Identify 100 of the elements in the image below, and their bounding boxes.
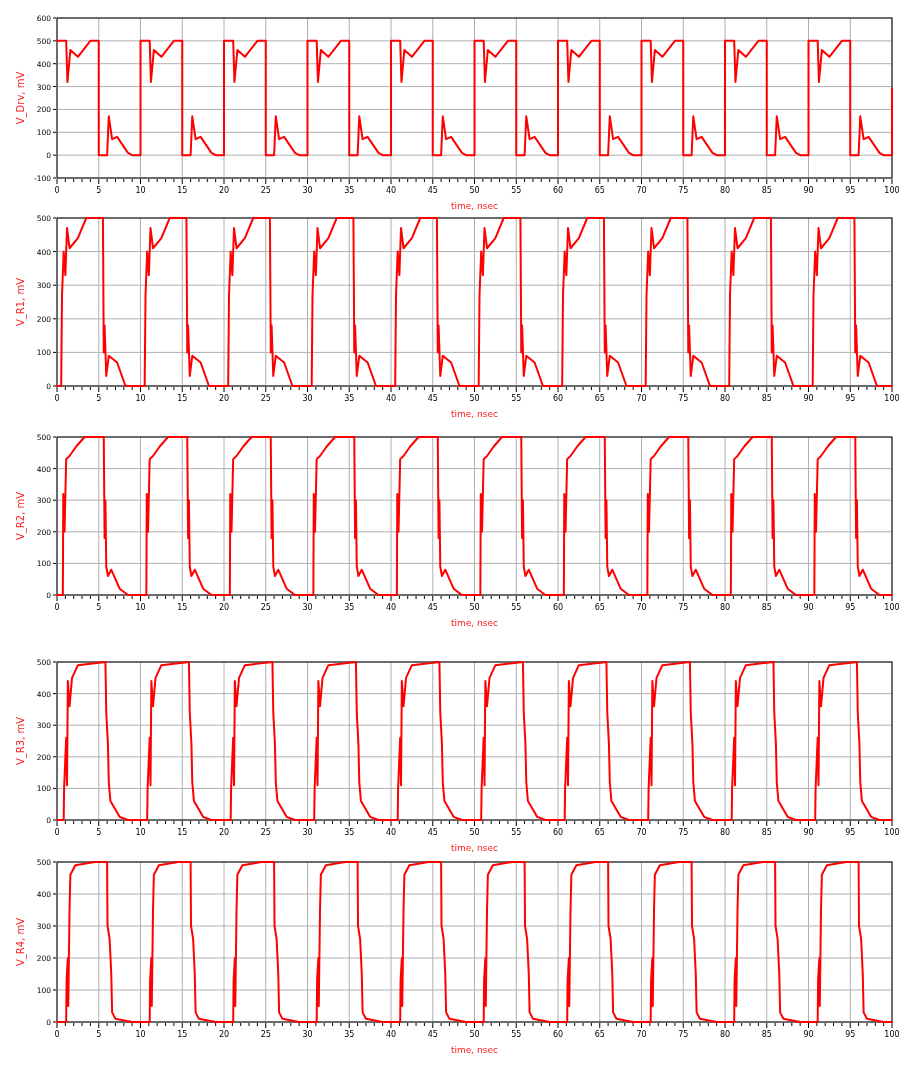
x-tick-label: 5 — [96, 603, 102, 612]
x-tick-label: 65 — [594, 186, 605, 195]
x-axis-title: time, nsec — [451, 201, 499, 211]
x-tick-label: 20 — [218, 394, 230, 403]
x-tick-label: 30 — [302, 603, 313, 612]
x-tick-label: 20 — [218, 828, 230, 837]
x-tick-label: 25 — [260, 394, 271, 403]
x-tick-label: 55 — [511, 394, 522, 403]
x-tick-label: 15 — [177, 394, 188, 403]
line-series — [56, 39, 893, 157]
x-tick-label: 85 — [761, 828, 772, 837]
x-tick-label: 45 — [427, 1030, 438, 1039]
x-tick-label: 50 — [469, 603, 480, 612]
x-tick-label: 25 — [260, 603, 271, 612]
x-tick-label: 45 — [427, 186, 438, 195]
x-tick-label: 65 — [594, 394, 605, 403]
x-tick-label: 95 — [845, 186, 856, 195]
x-axis-title: time, nsec — [451, 843, 499, 853]
x-tick-label: 75 — [678, 186, 689, 195]
x-tick-label: 25 — [260, 186, 271, 195]
x-tick-label: 15 — [177, 603, 188, 612]
x-tick-label: 80 — [719, 828, 731, 837]
x-tick-label: 60 — [552, 186, 564, 195]
x-tick-label: 50 — [469, 1030, 480, 1039]
x-tick-label: 100 — [884, 186, 900, 195]
x-tick-label: 95 — [845, 394, 856, 403]
x-tick-label: 90 — [803, 186, 814, 195]
x-tick-label: 0 — [54, 394, 60, 403]
x-tick-label: 80 — [719, 1030, 731, 1039]
x-tick-label: 55 — [511, 828, 522, 837]
x-tick-label: 100 — [884, 394, 900, 403]
x-tick-label: 35 — [344, 828, 355, 837]
x-tick-label: 35 — [344, 186, 355, 195]
x-tick-label: 60 — [552, 603, 564, 612]
x-tick-label: 40 — [385, 1030, 397, 1039]
y-axis-title: V_Drv, mV — [15, 71, 27, 125]
x-tick-label: 0 — [54, 603, 60, 612]
x-tick-label: 15 — [177, 1030, 188, 1039]
x-tick-label: 95 — [845, 828, 856, 837]
x-tick-label: 10 — [135, 603, 146, 612]
x-tick-label: 0 — [54, 186, 60, 195]
x-tick-label: 5 — [96, 394, 102, 403]
x-tick-label: 5 — [96, 828, 102, 837]
x-tick-label: 50 — [469, 186, 480, 195]
x-tick-label: 75 — [678, 603, 689, 612]
x-tick-label: 100 — [884, 828, 900, 837]
x-tick-label: 5 — [96, 1030, 102, 1039]
x-tick-label: 35 — [344, 603, 355, 612]
x-tick-label: 35 — [344, 394, 355, 403]
x-tick-label: 30 — [302, 1030, 313, 1039]
x-tick-label: 10 — [135, 828, 146, 837]
x-tick-label: 45 — [427, 394, 438, 403]
x-tick-label: 85 — [761, 186, 772, 195]
y-axis-title: V_R2, mV — [15, 491, 27, 541]
x-tick-label: 70 — [636, 828, 647, 837]
x-tick-label: 35 — [344, 1030, 355, 1039]
x-tick-label: 85 — [761, 394, 772, 403]
x-tick-label: 55 — [511, 603, 522, 612]
x-tick-label: 20 — [218, 603, 230, 612]
x-tick-label: 10 — [135, 1030, 146, 1039]
x-tick-label: 80 — [719, 394, 731, 403]
x-tick-label: 25 — [260, 1030, 271, 1039]
x-tick-label: 10 — [135, 186, 146, 195]
x-tick-label: 75 — [678, 1030, 689, 1039]
x-tick-label: 20 — [218, 186, 230, 195]
x-tick-label: 100 — [884, 1030, 900, 1039]
x-tick-label: 90 — [803, 394, 814, 403]
x-axis-title: time, nsec — [451, 1045, 499, 1055]
x-tick-label: 85 — [761, 603, 772, 612]
x-tick-label: 0 — [54, 1030, 60, 1039]
y-axis-title: V_R4, mV — [15, 917, 27, 967]
x-tick-label: 25 — [260, 828, 271, 837]
x-tick-label: 30 — [302, 394, 313, 403]
x-tick-label: 80 — [719, 603, 731, 612]
x-tick-label: 70 — [636, 186, 647, 195]
x-axis-title: time, nsec — [451, 409, 499, 419]
x-tick-label: 75 — [678, 394, 689, 403]
x-tick-label: 60 — [552, 1030, 564, 1039]
x-tick-label: 40 — [385, 828, 397, 837]
x-tick-label: 65 — [594, 828, 605, 837]
x-tick-label: 50 — [469, 828, 480, 837]
x-tick-label: 75 — [678, 828, 689, 837]
x-tick-label: 80 — [719, 186, 731, 195]
x-axis-title: time, nsec — [451, 618, 499, 628]
x-tick-label: 95 — [845, 1030, 856, 1039]
x-tick-label: 50 — [469, 394, 480, 403]
x-tick-label: 45 — [427, 828, 438, 837]
y-axis-title: V_R1, mV — [15, 277, 27, 327]
x-tick-label: 90 — [803, 603, 814, 612]
x-tick-label: 0 — [54, 828, 60, 837]
x-tick-label: 45 — [427, 603, 438, 612]
x-tick-label: 10 — [135, 394, 146, 403]
x-tick-label: 60 — [552, 828, 564, 837]
x-tick-label: 65 — [594, 1030, 605, 1039]
x-tick-label: 55 — [511, 1030, 522, 1039]
x-tick-label: 20 — [218, 1030, 230, 1039]
x-tick-label: 95 — [845, 603, 856, 612]
x-tick-label: 100 — [884, 603, 900, 612]
x-tick-label: 30 — [302, 186, 313, 195]
x-tick-label: 30 — [302, 828, 313, 837]
